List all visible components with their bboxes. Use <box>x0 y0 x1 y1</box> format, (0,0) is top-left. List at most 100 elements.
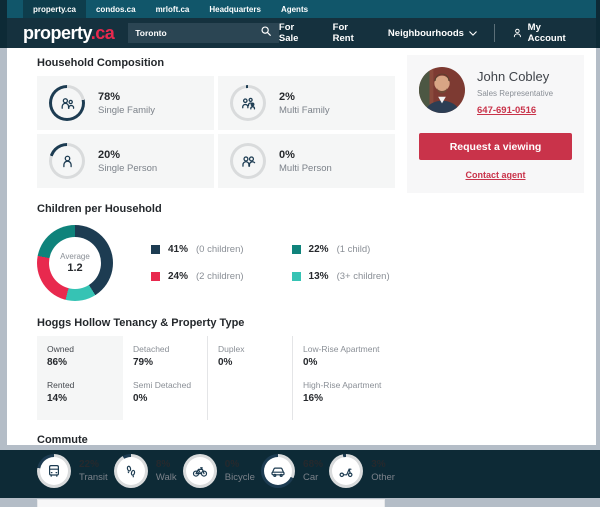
detached-label: Detached <box>133 344 197 354</box>
legend-3plus-children: 13% (3+ children) <box>292 271 390 282</box>
label-1-child: (1 child) <box>337 244 371 255</box>
footsteps-icon <box>123 463 139 479</box>
commute-other: 3% Other <box>329 454 395 488</box>
donut-center-value: 1.2 <box>67 262 82 274</box>
my-account-label: My Account <box>528 22 580 44</box>
household-grid: 78% Single Family 2% Multi Family 20% Si… <box>37 76 395 188</box>
multi-person-pct: 0% <box>279 149 332 161</box>
bicycle-icon <box>192 463 208 479</box>
agent-name: John Cobley <box>477 69 553 84</box>
label-2-children: (2 children) <box>196 271 244 282</box>
label-0-children: (0 children) <box>196 244 244 255</box>
main-navbar: property.ca For Sale For Rent Neighbourh… <box>7 18 596 48</box>
site-switcher-bar: property.ca condos.ca mrloft.ca Headquar… <box>7 0 596 18</box>
other-label: Other <box>371 472 395 483</box>
duplex-value: 0% <box>218 357 282 368</box>
pct-1-child: 22% <box>309 244 329 255</box>
pct-0-children: 41% <box>168 244 188 255</box>
high-rise-value: 16% <box>303 393 385 404</box>
bicycle-label: Bicycle <box>225 472 255 483</box>
multi-person-label: Multi Person <box>279 163 332 174</box>
agent-photo <box>419 67 465 113</box>
label-3plus-children: (3+ children) <box>337 271 390 282</box>
single-person-icon <box>59 153 76 170</box>
legend-1-child: 22% (1 child) <box>292 244 390 255</box>
children-donut-chart: Average 1.2 <box>37 225 113 301</box>
nav-divider <box>494 24 495 42</box>
commute-title: Commute <box>37 434 395 446</box>
scooter-icon <box>338 463 354 479</box>
site-tab-condosca[interactable]: condos.ca <box>86 0 146 18</box>
bus-icon <box>46 463 62 479</box>
agent-card: John Cobley Sales Representative 647-691… <box>407 55 584 193</box>
nav-for-rent[interactable]: For Rent <box>333 22 371 44</box>
agent-phone-link[interactable]: 647-691-0516 <box>477 105 536 116</box>
car-label: Car <box>303 472 323 483</box>
single-person-pct: 20% <box>98 149 157 161</box>
children-legend: 41% (0 children) 24% (2 children) 22% (1… <box>151 244 390 282</box>
duplex-label: Duplex <box>218 344 282 354</box>
swatch-3plus-children <box>292 272 301 281</box>
nav-neighbourhoods[interactable]: Neighbourhoods <box>388 28 477 39</box>
commute-walk: 8% Walk <box>114 454 177 488</box>
swatch-0-children <box>151 245 160 254</box>
tenancy-col-ownership: Owned 86% Rented 14% <box>37 336 123 420</box>
walk-pct: 8% <box>156 459 177 470</box>
logo-suffix: .ca <box>91 23 115 43</box>
pct-3plus-children: 13% <box>309 271 329 282</box>
commute-row: 22% Transit 8% Walk 0% <box>37 454 395 488</box>
request-viewing-button[interactable]: Request a viewing <box>419 133 572 160</box>
transit-label: Transit <box>79 472 108 483</box>
legend-2-children: 24% (2 children) <box>151 271 244 282</box>
rented-value: 14% <box>47 393 113 404</box>
rented-label: Rented <box>47 380 113 390</box>
site-tab-mrloftca[interactable]: mrloft.ca <box>146 0 200 18</box>
pct-2-children: 24% <box>168 271 188 282</box>
low-rise-value: 0% <box>303 357 385 368</box>
single-person-label: Single Person <box>98 163 157 174</box>
donut-center-label: Average <box>60 252 90 261</box>
single-family-icon <box>59 95 76 112</box>
user-icon <box>512 27 523 39</box>
multi-family-label: Multi Family <box>279 105 330 116</box>
nav-my-account[interactable]: My Account <box>512 22 580 44</box>
agent-role: Sales Representative <box>477 89 553 98</box>
owned-label: Owned <box>47 344 113 354</box>
bicycle-pct: 0% <box>225 459 255 470</box>
legend-0-children: 41% (0 children) <box>151 244 244 255</box>
browser-content: property.ca condos.ca mrloft.ca Headquar… <box>7 0 596 445</box>
swatch-2-children <box>151 272 160 281</box>
search-input[interactable] <box>135 28 260 38</box>
commute-car: 68% Car <box>261 454 323 488</box>
owned-value: 86% <box>47 357 113 368</box>
site-tab-headquarters[interactable]: Headquarters <box>199 0 271 18</box>
car-ring <box>261 454 295 488</box>
household-composition-title: Household Composition <box>37 57 395 69</box>
tenancy-title: Hoggs Hollow Tenancy & Property Type <box>37 317 395 329</box>
car-icon <box>270 463 286 479</box>
walk-label: Walk <box>156 472 177 483</box>
other-ring <box>329 454 363 488</box>
chevron-down-icon <box>469 31 477 36</box>
high-rise-label: High-Rise Apartment <box>303 380 385 390</box>
contact-agent-link[interactable]: Contact agent <box>419 170 572 180</box>
commute-transit: 22% Transit <box>37 454 108 488</box>
tenancy-col-duplex: Duplex 0% <box>207 336 293 420</box>
property-ca-logo[interactable]: property.ca <box>23 23 114 44</box>
detached-value: 79% <box>133 357 197 368</box>
single-family-label: Single Family <box>98 105 155 116</box>
search-icon[interactable] <box>260 24 272 42</box>
site-tab-propertyca[interactable]: property.ca <box>23 0 86 18</box>
stat-card-multi-family: 2% Multi Family <box>218 76 395 130</box>
stat-card-multi-person: 0% Multi Person <box>218 134 395 188</box>
bicycle-ring <box>183 454 217 488</box>
single-family-ring <box>49 85 85 121</box>
site-tab-agents[interactable]: Agents <box>271 0 318 18</box>
nav-for-sale[interactable]: For Sale <box>279 22 316 44</box>
location-search[interactable] <box>128 23 279 43</box>
logo-text: property <box>23 23 91 43</box>
car-pct: 68% <box>303 459 323 470</box>
next-section-box <box>37 499 385 507</box>
